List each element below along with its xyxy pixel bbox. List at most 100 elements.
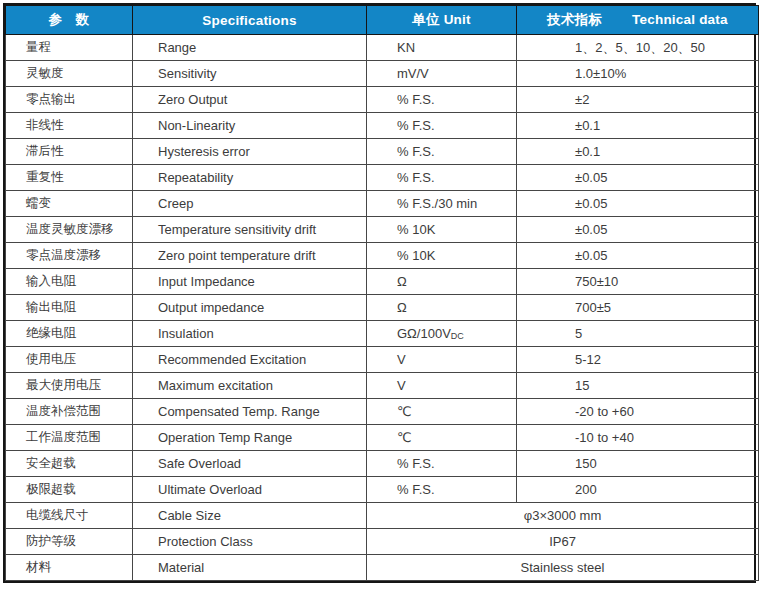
table-row: 非线性 Non-Linearity % F.S. ±0.1: [6, 113, 759, 139]
spec-cell: Zero Output: [133, 87, 367, 113]
spec-cell: Sensitivity: [133, 61, 367, 87]
unit-cell: % 10K: [367, 243, 517, 269]
value-cell: -10 to +40: [517, 425, 759, 451]
spec-table: 参 数 Specifications 单位 Unit 技术指标 Technical…: [5, 5, 759, 581]
table-row: 温度补偿范围 Compensated Temp. Range ℃ -20 to …: [6, 399, 759, 425]
unit-cell: Ω: [367, 295, 517, 321]
spec-cell: Zero point temperature drift: [133, 243, 367, 269]
header-unit: 单位 Unit: [367, 6, 517, 35]
param-cn-cell: 重复性: [6, 165, 133, 191]
table-row: 使用电压 Recommended Excitation V 5-12: [6, 347, 759, 373]
unit-cell: mV/V: [367, 61, 517, 87]
merged-value-cell: φ3×3000 mm: [367, 503, 759, 529]
spec-cell: Repeatability: [133, 165, 367, 191]
spec-cell: Material: [133, 555, 367, 581]
param-cn-cell: 温度补偿范围: [6, 399, 133, 425]
header-parameter: 参 数: [6, 6, 133, 35]
merged-value-cell: IP67: [367, 529, 759, 555]
param-cn-cell: 工作温度范围: [6, 425, 133, 451]
spec-cell: Protection Class: [133, 529, 367, 555]
spec-cell: Recommended Excitation: [133, 347, 367, 373]
table-row: 量程 Range KN 1、2、5、10、20、50: [6, 35, 759, 61]
value-cell: ±0.1: [517, 139, 759, 165]
table-row: 工作温度范围 Operation Temp Range ℃ -10 to +40: [6, 425, 759, 451]
param-cn-cell: 安全超载: [6, 451, 133, 477]
table-row: 极限超载 Ultimate Overload % F.S. 200: [6, 477, 759, 503]
table-row: 温度灵敏度漂移 Temperature sensitivity drift % …: [6, 217, 759, 243]
param-cn-cell: 极限超载: [6, 477, 133, 503]
unit-cell: % F.S.: [367, 113, 517, 139]
unit-cell: ℃: [367, 399, 517, 425]
header-technical-data-zh: 技术指标: [547, 12, 602, 27]
table-row: 安全超载 Safe Overload % F.S. 150: [6, 451, 759, 477]
param-cn-cell: 灵敏度: [6, 61, 133, 87]
spec-cell: Safe Overload: [133, 451, 367, 477]
param-cn-cell: 绝缘电阻: [6, 321, 133, 347]
value-cell: ±0.05: [517, 191, 759, 217]
table-row: 重复性 Repeatability % F.S. ±0.05: [6, 165, 759, 191]
spec-cell: Non-Linearity: [133, 113, 367, 139]
table-row: 零点温度漂移 Zero point temperature drift % 10…: [6, 243, 759, 269]
value-cell: 1、2、5、10、20、50: [517, 35, 759, 61]
value-cell: 200: [517, 477, 759, 503]
table-row: 输出电阻 Output impedance Ω 700±5: [6, 295, 759, 321]
value-cell: 700±5: [517, 295, 759, 321]
spec-sheet: 参 数 Specifications 单位 Unit 技术指标 Technical…: [3, 3, 756, 583]
param-cn-cell: 使用电压: [6, 347, 133, 373]
spec-cell: Input Impedance: [133, 269, 367, 295]
value-cell: 750±10: [517, 269, 759, 295]
unit-cell: % F.S.: [367, 477, 517, 503]
param-cn-cell: 非线性: [6, 113, 133, 139]
table-row: 蠕变 Creep % F.S./30 min ±0.05: [6, 191, 759, 217]
unit-cell: V: [367, 347, 517, 373]
unit-cell: ℃: [367, 425, 517, 451]
table-row: 零点输出 Zero Output % F.S. ±2: [6, 87, 759, 113]
spec-cell: Cable Size: [133, 503, 367, 529]
table-header: 参 数 Specifications 单位 Unit 技术指标 Technical…: [6, 6, 759, 35]
unit-main: GΩ/100V: [397, 326, 451, 341]
param-cn-cell: 输出电阻: [6, 295, 133, 321]
spec-cell: Temperature sensitivity drift: [133, 217, 367, 243]
value-cell: ±2: [517, 87, 759, 113]
unit-cell: V: [367, 373, 517, 399]
value-cell: 5-12: [517, 347, 759, 373]
table-row: 滞后性 Hysteresis error % F.S. ±0.1: [6, 139, 759, 165]
param-cn-cell: 防护等级: [6, 529, 133, 555]
unit-cell: % F.S.: [367, 451, 517, 477]
value-cell: ±0.05: [517, 243, 759, 269]
value-cell: ±0.1: [517, 113, 759, 139]
param-cn-cell: 零点温度漂移: [6, 243, 133, 269]
unit-cell: KN: [367, 35, 517, 61]
unit-cell: % 10K: [367, 217, 517, 243]
header-technical-data: 技术指标 Technical data: [517, 6, 759, 35]
value-cell: 15: [517, 373, 759, 399]
param-cn-cell: 电缆线尺寸: [6, 503, 133, 529]
spec-cell: Range: [133, 35, 367, 61]
header-technical-data-en: Technical data: [632, 12, 728, 27]
param-cn-cell: 输入电阻: [6, 269, 133, 295]
spec-cell: Compensated Temp. Range: [133, 399, 367, 425]
unit-subscript: DC: [451, 331, 464, 341]
spec-cell: Operation Temp Range: [133, 425, 367, 451]
table-row: 输入电阻 Input Impedance Ω 750±10: [6, 269, 759, 295]
param-cn-cell: 滞后性: [6, 139, 133, 165]
value-cell: ±0.05: [517, 165, 759, 191]
header-specifications: Specifications: [133, 6, 367, 35]
value-cell: -20 to +60: [517, 399, 759, 425]
table-row: 防护等级 Protection Class IP67: [6, 529, 759, 555]
unit-cell: % F.S.: [367, 165, 517, 191]
unit-cell: GΩ/100VDC: [367, 321, 517, 347]
table-row: 电缆线尺寸 Cable Size φ3×3000 mm: [6, 503, 759, 529]
unit-cell: Ω: [367, 269, 517, 295]
value-cell: 1.0±10%: [517, 61, 759, 87]
table-row: 材料 Material Stainless steel: [6, 555, 759, 581]
unit-cell: % F.S.: [367, 139, 517, 165]
unit-cell: % F.S.: [367, 87, 517, 113]
spec-cell: Ultimate Overload: [133, 477, 367, 503]
value-cell: ±0.05: [517, 217, 759, 243]
value-cell: 150: [517, 451, 759, 477]
header-row: 参 数 Specifications 单位 Unit 技术指标 Technical…: [6, 6, 759, 35]
merged-value-cell: Stainless steel: [367, 555, 759, 581]
value-cell: 5: [517, 321, 759, 347]
unit-cell: % F.S./30 min: [367, 191, 517, 217]
